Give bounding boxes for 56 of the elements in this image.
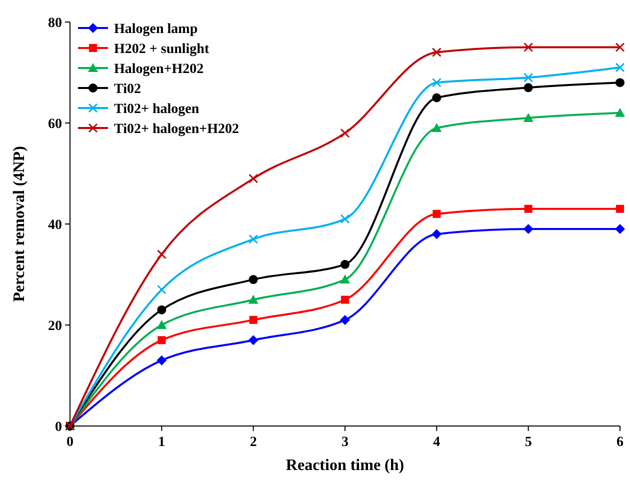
point	[248, 275, 258, 284]
point	[523, 224, 534, 234]
point	[248, 335, 258, 346]
point	[248, 234, 258, 244]
x-tick-label: 3	[342, 435, 348, 450]
point	[615, 42, 625, 52]
point	[432, 210, 441, 218]
point	[432, 48, 442, 58]
point	[341, 296, 349, 304]
y-tick-label: 0	[55, 420, 62, 435]
legend-label: Ti02	[114, 82, 141, 97]
point	[156, 284, 166, 294]
point	[524, 42, 534, 52]
point	[432, 229, 442, 240]
point	[156, 320, 167, 329]
y-tick-label: 20	[48, 318, 62, 334]
legend-label: Halogen+H202	[114, 62, 204, 77]
point	[432, 78, 442, 88]
point	[340, 314, 350, 325]
point	[615, 108, 625, 117]
point	[157, 305, 166, 314]
point	[432, 93, 442, 102]
point	[524, 83, 533, 92]
legend-label: Halogen lamp	[114, 22, 198, 37]
y-tick-label: 60	[48, 116, 62, 132]
point	[340, 260, 350, 269]
x-tick-label: 2	[250, 435, 257, 450]
point	[432, 123, 442, 132]
point	[340, 214, 350, 224]
point	[615, 224, 625, 234]
point	[340, 128, 350, 138]
point	[615, 62, 625, 72]
x-axis-title: Reaction time (h)	[286, 457, 404, 474]
point	[616, 204, 624, 213]
point	[616, 78, 624, 88]
x-tick-label: 4	[433, 435, 440, 450]
x-tick-label: 0	[66, 435, 74, 450]
x-tick-label: 6	[616, 435, 624, 450]
point	[158, 336, 166, 344]
point	[248, 174, 258, 184]
point	[524, 204, 532, 213]
point	[340, 274, 350, 284]
y-tick-label: 80	[48, 16, 62, 31]
legend-label: H202 + sunlight	[114, 42, 210, 57]
point	[248, 294, 258, 304]
y-tick-label: 40	[48, 218, 62, 233]
x-tick-label: 5	[524, 435, 532, 450]
point	[249, 316, 258, 324]
point	[156, 355, 167, 366]
y-axis-title: Percent removal (4NP)	[11, 146, 28, 302]
point	[523, 112, 534, 122]
point	[524, 72, 534, 82]
point	[156, 250, 166, 260]
legend-label: Ti02+ halogen	[114, 102, 200, 117]
x-tick-label: 1	[158, 435, 166, 450]
legend-label: Ti02+ halogen+H202	[114, 122, 239, 137]
